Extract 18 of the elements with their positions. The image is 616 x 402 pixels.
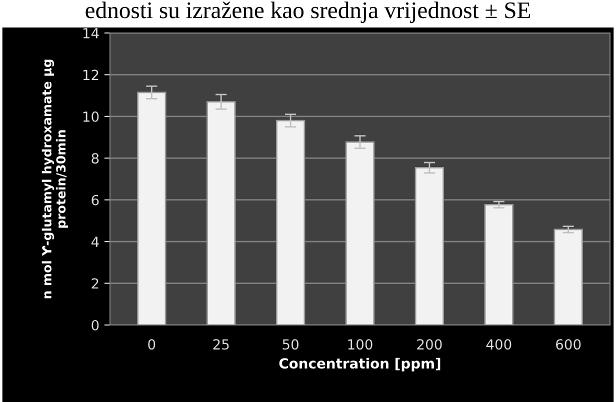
y-tick-label: 6	[92, 194, 99, 206]
x-tick-label: 600	[556, 339, 581, 350]
x-tick-label: 400	[486, 339, 512, 350]
y-tick-label: 14	[83, 28, 99, 38]
y-tick-label: 12	[83, 70, 98, 80]
y-tick-label: 10	[83, 111, 99, 122]
x-tick-label: 25	[213, 339, 229, 350]
x-tick-label: 0	[148, 339, 156, 350]
y-tick-label: 4	[91, 236, 99, 247]
x-tick-label: 100	[348, 339, 372, 350]
x-tick-label: 200	[417, 339, 442, 350]
text: ednosti su izražene kao srednja vrijednost ± SE	[86, 2, 530, 24]
x-tick-label: 50	[282, 339, 298, 350]
y-tick-label: 2	[92, 278, 98, 289]
y-tick-label: 0	[92, 320, 99, 330]
y-tick-label: 8	[92, 153, 99, 164]
x-axis-title: Concentration [ppm]	[279, 358, 440, 372]
y-axis-title: n mol Ƴ-glutamyl hydroxamate µg protein/30min	[42, 60, 68, 298]
